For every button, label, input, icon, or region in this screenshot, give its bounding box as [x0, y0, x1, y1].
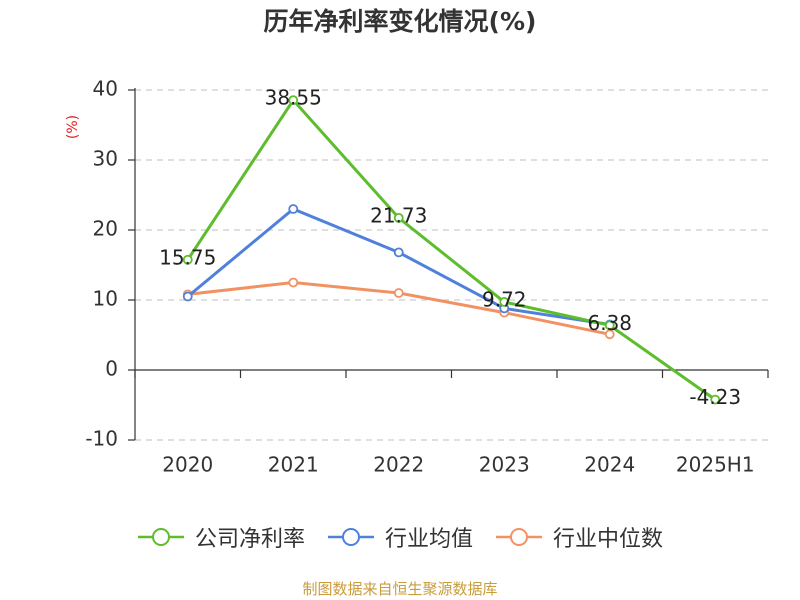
x-tick-label: 2022	[373, 453, 424, 477]
legend-circle	[151, 528, 170, 546]
data-point	[710, 394, 721, 405]
y-tick-label: 30	[93, 147, 118, 171]
source-footer: 制图数据来自恒生聚源数据库	[302, 580, 498, 598]
data-point	[182, 291, 193, 302]
y-tick-label: -10	[85, 427, 118, 451]
y-tick-label: 40	[93, 77, 118, 101]
data-point	[499, 297, 510, 307]
data-point	[393, 247, 404, 258]
legend-item[interactable]: 行业中位数	[495, 521, 663, 553]
data-point	[288, 204, 299, 214]
y-tick-label: 20	[93, 217, 118, 241]
legend-item[interactable]: 公司净利率	[137, 521, 305, 553]
legend-circle	[510, 528, 528, 546]
y-axis-label: (%)	[65, 115, 81, 139]
legend-item[interactable]: 行业均值	[327, 521, 473, 553]
data-point	[182, 254, 193, 265]
x-tick-label: 2023	[479, 453, 530, 477]
data-label: 9.72	[482, 287, 527, 311]
y-tick-label: 10	[93, 287, 118, 311]
legend-circle	[341, 528, 360, 546]
legend: 公司净利率 行业均值 行业中位数	[0, 518, 800, 556]
data-label: 38.55	[265, 86, 322, 110]
x-tick-label: 2021	[268, 453, 319, 477]
legend-line-marker-icon	[137, 528, 184, 546]
legend-line-marker-icon	[327, 528, 374, 546]
x-tick-label: 2025H1	[676, 453, 755, 477]
series-line	[186, 98, 717, 401]
legend-label: 公司净利率	[194, 527, 305, 552]
chart-title: 历年净利率变化情况(%)	[263, 7, 537, 36]
legend-label: 行业中位数	[553, 527, 664, 552]
data-label: 6.38	[587, 311, 632, 335]
data-point	[604, 329, 615, 340]
y-tick-label: 0	[105, 357, 118, 381]
data-label: 15.75	[159, 245, 216, 269]
legend-line-marker-icon	[496, 528, 542, 546]
data-label: 21.73	[370, 203, 427, 227]
data-point	[393, 288, 404, 298]
data-point	[604, 320, 615, 331]
legend-label: 行业均值	[384, 527, 473, 552]
data-label: -4.23	[689, 385, 741, 409]
x-tick-label: 2020	[162, 453, 213, 477]
data-point	[393, 212, 404, 223]
x-tick-label: 2024	[584, 453, 635, 477]
data-point	[288, 277, 299, 288]
data-point	[288, 95, 299, 106]
